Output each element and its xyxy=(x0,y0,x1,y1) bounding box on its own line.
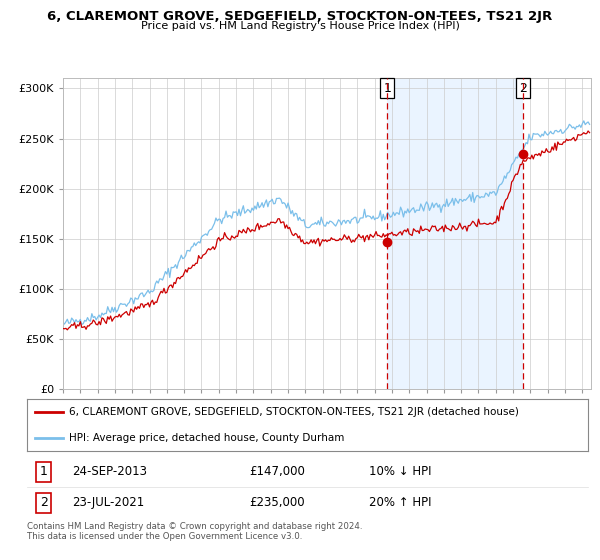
Text: 23-JUL-2021: 23-JUL-2021 xyxy=(72,496,144,509)
Bar xyxy=(387,78,523,389)
Text: HPI: Average price, detached house, County Durham: HPI: Average price, detached house, Coun… xyxy=(69,433,344,443)
Text: 6, CLAREMONT GROVE, SEDGEFIELD, STOCKTON-ON-TEES, TS21 2JR (detached house): 6, CLAREMONT GROVE, SEDGEFIELD, STOCKTON… xyxy=(69,407,519,417)
Text: 10% ↓ HPI: 10% ↓ HPI xyxy=(369,465,431,478)
Text: 2: 2 xyxy=(518,82,527,95)
Text: 24-SEP-2013: 24-SEP-2013 xyxy=(72,465,147,478)
Text: Contains HM Land Registry data © Crown copyright and database right 2024.
This d: Contains HM Land Registry data © Crown c… xyxy=(27,522,362,542)
Text: £147,000: £147,000 xyxy=(249,465,305,478)
Text: 6, CLAREMONT GROVE, SEDGEFIELD, STOCKTON-ON-TEES, TS21 2JR: 6, CLAREMONT GROVE, SEDGEFIELD, STOCKTON… xyxy=(47,10,553,23)
Text: 1: 1 xyxy=(383,82,391,95)
Text: Price paid vs. HM Land Registry's House Price Index (HPI): Price paid vs. HM Land Registry's House … xyxy=(140,21,460,31)
Text: 1: 1 xyxy=(40,465,48,478)
Text: 2: 2 xyxy=(40,496,48,509)
Text: 20% ↑ HPI: 20% ↑ HPI xyxy=(369,496,431,509)
Text: £235,000: £235,000 xyxy=(249,496,305,509)
